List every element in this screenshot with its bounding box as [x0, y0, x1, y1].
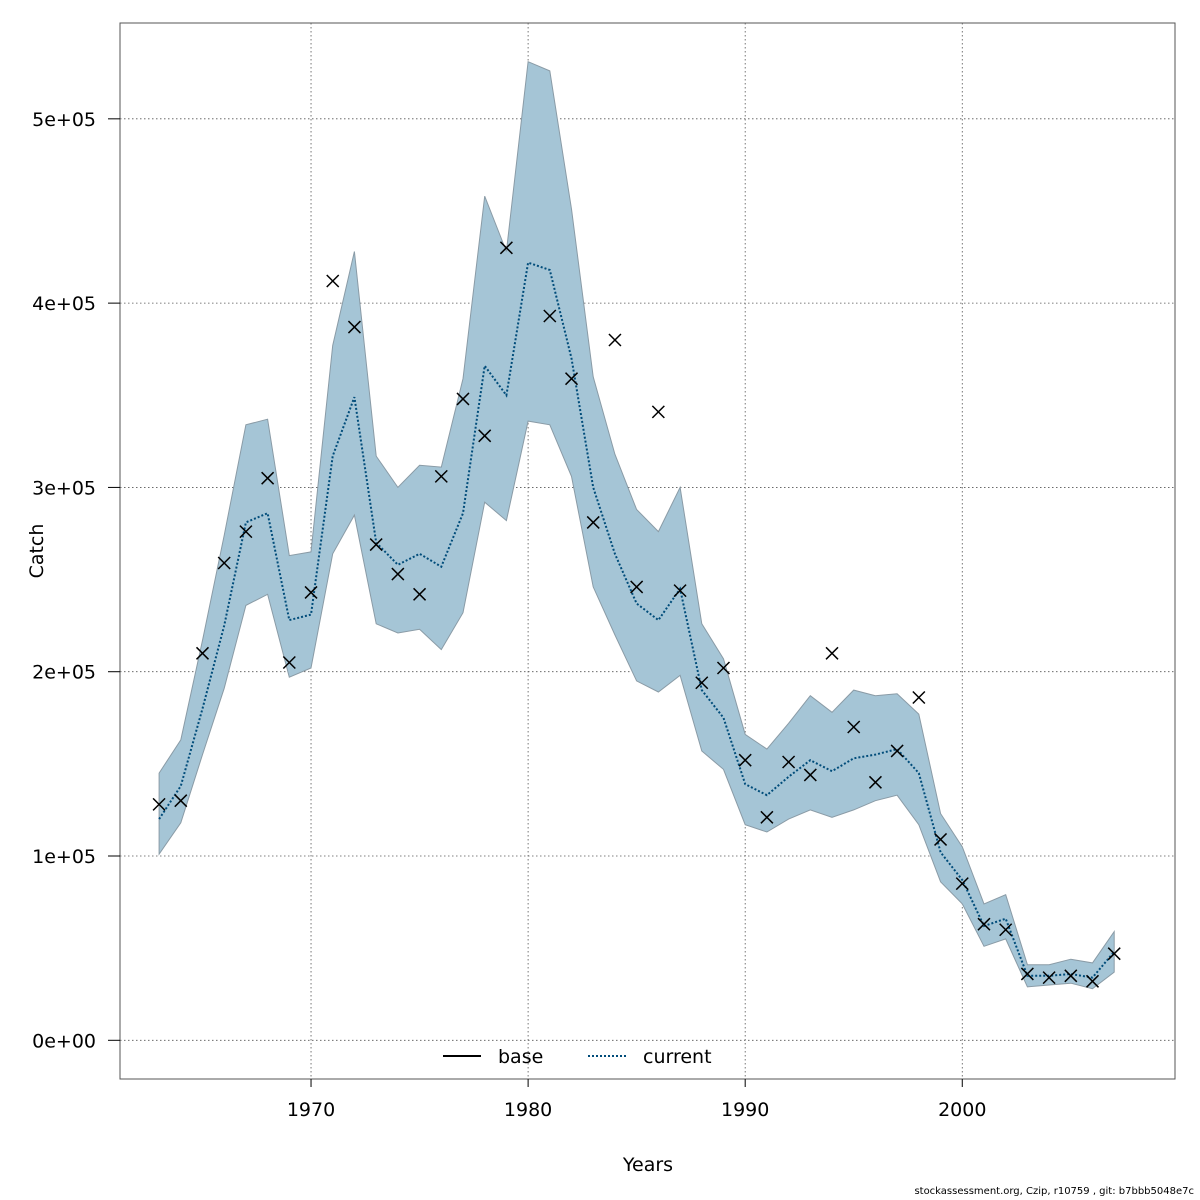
observed-point	[955, 877, 969, 891]
observed-point	[282, 655, 296, 670]
legend-item-base: base	[443, 1046, 543, 1068]
observed-point	[760, 810, 774, 824]
observed-point	[825, 646, 839, 660]
observed-point	[369, 538, 383, 552]
observed-point	[434, 469, 448, 483]
observed-point	[716, 661, 731, 675]
observed-point	[1107, 947, 1121, 961]
legend-label: current	[643, 1046, 712, 1068]
observed-point	[543, 309, 557, 323]
observed-point	[738, 753, 752, 767]
y-tick-label: 1e+05	[32, 846, 96, 868]
observed-point	[1020, 967, 1034, 981]
observed-point	[912, 690, 926, 705]
observed-point	[174, 794, 188, 808]
observed-point	[413, 587, 427, 601]
observed-point	[217, 556, 231, 570]
observed-point	[847, 720, 861, 734]
observed-point	[999, 923, 1013, 937]
series-line-current	[158, 261, 1115, 979]
legend-label: base	[498, 1046, 543, 1068]
confidence-band-group	[158, 60, 1115, 990]
y-tick-label: 5e+05	[32, 109, 96, 131]
observed-point	[890, 744, 904, 758]
observed-point	[347, 320, 361, 334]
x-tick-label: 1980	[504, 1099, 552, 1121]
plot-frame	[119, 22, 1176, 1080]
x-tick-label: 1990	[721, 1099, 769, 1121]
observed-point	[586, 515, 600, 529]
observed-point	[304, 585, 318, 599]
y-tick-label: 0e+00	[32, 1030, 96, 1052]
x-tick-label: 2000	[938, 1099, 986, 1121]
observed-points	[152, 241, 1121, 988]
legend: base current	[443, 1046, 712, 1068]
observed-point	[803, 768, 817, 782]
observed-point	[391, 567, 405, 581]
observed-point	[651, 405, 665, 419]
series-lines	[158, 261, 1115, 979]
observed-point	[478, 429, 492, 443]
observed-point	[1042, 971, 1056, 985]
observed-point	[1085, 974, 1100, 988]
y-axis: 0e+00 1e+05 2e+05 3e+05 4e+05 5e+05	[32, 109, 120, 1052]
y-tick-label: 2e+05	[32, 662, 96, 684]
x-axis: 1970 1980 1990 2000	[287, 1079, 986, 1121]
observed-point	[630, 580, 644, 594]
observed-point	[695, 676, 709, 690]
observed-point	[1064, 969, 1078, 983]
observed-point	[195, 646, 210, 660]
y-tick-label: 3e+05	[32, 477, 96, 499]
x-tick-label: 1970	[287, 1099, 335, 1121]
observed-point	[673, 584, 687, 598]
observed-point	[977, 917, 991, 931]
observed-point	[868, 775, 882, 789]
observed-point	[499, 241, 513, 255]
y-tick-label: 4e+05	[32, 293, 96, 315]
observed-point	[608, 333, 622, 347]
observed-point	[456, 392, 470, 406]
footer-credit: stockassessment.org, Czip, r10759 , git:…	[914, 1186, 1194, 1197]
observed-point	[261, 471, 275, 485]
confidence-band	[158, 60, 1115, 990]
observed-point	[782, 755, 796, 769]
observed-point	[934, 832, 948, 846]
observed-point	[326, 274, 340, 288]
observed-point	[152, 797, 166, 811]
observed-point	[564, 372, 579, 386]
legend-item-current: current	[588, 1046, 712, 1068]
observed-point	[239, 525, 253, 539]
y-axis-title: Catch	[26, 524, 48, 579]
x-axis-title: Years	[622, 1154, 673, 1176]
